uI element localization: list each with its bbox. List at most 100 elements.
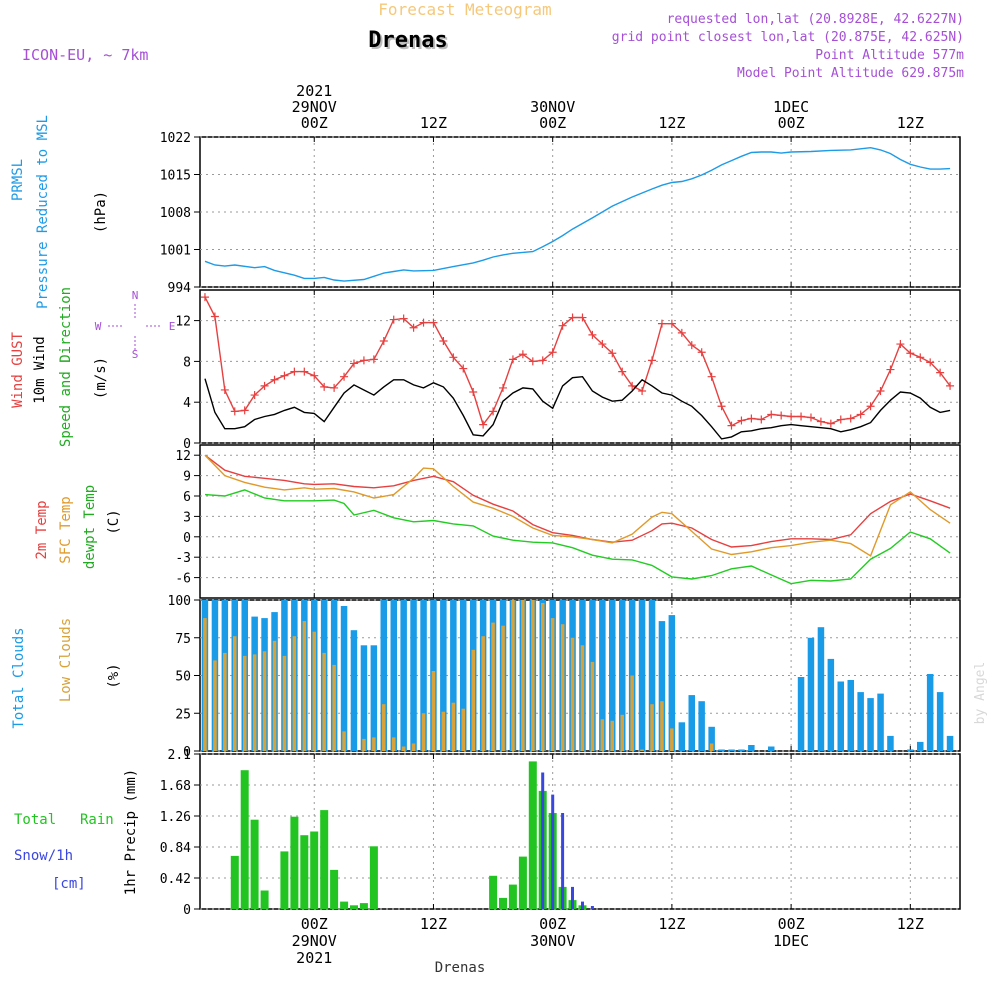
clouds-units: (%)	[106, 663, 122, 688]
bar-total-clouds	[926, 674, 934, 751]
bar-total-clouds	[867, 698, 874, 751]
gust-point-marker	[538, 356, 547, 365]
bar-total-clouds	[370, 645, 378, 751]
bar-total-clouds	[817, 627, 825, 751]
gust-point-marker	[797, 412, 806, 421]
gust-point-marker	[210, 312, 219, 321]
gust-point-marker	[528, 357, 537, 366]
bar-total-clouds	[807, 637, 815, 752]
bar-total-clouds	[450, 600, 457, 751]
gust-point-marker	[369, 355, 378, 364]
bar-low-clouds	[640, 749, 644, 751]
location-shadow: Drenas	[370, 30, 449, 55]
top-time-label: 00Z	[778, 114, 805, 132]
time-axis-label: 29NOV	[292, 932, 337, 950]
bar-low-clouds	[252, 654, 257, 751]
bar-low-clouds	[392, 737, 396, 751]
bar-low-clouds	[382, 704, 386, 751]
gust-point-marker	[608, 349, 617, 358]
pressure-legend-1: PRMSL	[10, 159, 26, 201]
y-tick-label: 25	[175, 707, 191, 722]
y-tick-label: 1001	[160, 244, 191, 259]
temperature-frame	[199, 444, 961, 599]
precip-total-legend: Total	[14, 812, 56, 828]
wind-gust-legend: Wind GUST	[10, 332, 26, 408]
gust-point-marker	[886, 365, 895, 374]
y-tick-label: 1.26	[160, 810, 191, 825]
time-axis-label: 00Z	[301, 915, 328, 933]
y-tick-label: 0.42	[160, 872, 191, 887]
clouds-panel: 0 25 50 75 100 Total Clouds Low Clouds (%)	[11, 594, 961, 760]
bar-low-clouds	[262, 651, 267, 751]
bar-low-clouds	[620, 714, 624, 751]
y-tick-label: 0	[183, 745, 191, 760]
bar-rain	[300, 835, 309, 909]
gust-point-marker	[667, 319, 676, 328]
bar-total-clouds	[420, 600, 427, 751]
temperature-panel: -6 -3 0 3 6 9 12 2m Temp SFC Temp dewpt Temp (…	[34, 444, 961, 599]
y-tick-label: 0	[183, 903, 191, 918]
bar-low-clouds	[342, 731, 346, 751]
wind-panel: 0 4 8 12 Wind GUST 10m Wind Speed and Direc…	[10, 287, 961, 452]
model-label: ICON-EU, ~ 7km	[22, 46, 148, 64]
gust-point-marker	[906, 349, 915, 358]
gust-point-marker	[936, 368, 945, 377]
series-line-10m-wind	[204, 375, 951, 440]
bar-total-clouds	[619, 600, 626, 751]
bar-low-clouds	[570, 637, 575, 752]
pressure-units: (hPa)	[93, 191, 109, 233]
gust-point-marker	[777, 411, 786, 420]
top-time-label: 30NOV	[530, 98, 575, 116]
time-axis-label: 12Z	[658, 915, 685, 933]
gust-point-marker	[856, 410, 865, 419]
bar-low-clouds	[590, 661, 595, 751]
gust-point-marker	[310, 371, 319, 380]
bar-rain	[340, 901, 349, 909]
gust-point-marker	[399, 314, 408, 323]
bar-low-clouds	[421, 713, 426, 752]
bar-total-clouds	[678, 722, 686, 751]
wind-10m-legend: 10m Wind	[32, 336, 48, 403]
gust-point-marker	[499, 383, 508, 392]
gust-point-marker	[747, 414, 756, 423]
gust-point-marker	[697, 348, 706, 357]
bar-low-clouds	[521, 600, 525, 751]
y-tick-label: 75	[175, 632, 191, 647]
bar-low-clouds	[401, 746, 406, 751]
bar-total-clouds	[907, 749, 914, 751]
bar-rain	[528, 761, 537, 909]
gust-point-marker	[618, 367, 627, 376]
gust-point-marker	[489, 407, 498, 416]
bar-low-clouds	[709, 743, 714, 751]
y-tick-label: 994	[168, 281, 192, 296]
gust-point-marker	[290, 367, 299, 376]
bar-total-clouds	[748, 745, 755, 751]
gust-point-marker	[946, 381, 955, 390]
bar-total-clouds	[718, 749, 725, 751]
gust-point-marker	[260, 381, 269, 390]
bar-rain	[359, 903, 368, 909]
bar-rain	[518, 856, 527, 909]
gust-point-marker	[707, 372, 716, 381]
bar-low-clouds	[302, 621, 307, 751]
gust-point-marker	[806, 413, 815, 422]
gust-point-marker	[846, 414, 855, 423]
bar-total-clouds	[946, 735, 954, 751]
bar-low-clouds	[501, 625, 505, 751]
temperature-plot: -6 -3 0 3 6 9 12	[175, 445, 960, 598]
wind-plot: 0 4 8 12	[175, 290, 960, 452]
bar-snow-1h	[581, 901, 584, 909]
gust-point-marker	[896, 340, 905, 349]
wind-dir-legend: Speed and Direction	[58, 287, 74, 447]
point-altitude: Point Altitude 577m	[815, 48, 964, 63]
bar-total-clouds	[827, 658, 835, 751]
gust-point-marker	[717, 402, 726, 411]
gust-point-marker	[479, 420, 488, 429]
bar-low-clouds	[362, 738, 366, 751]
bar-total-clouds	[648, 600, 656, 751]
precip-panel: 00.420.841.261.682.1 Total Rain Snow/1h …	[14, 748, 961, 918]
bar-low-clouds	[531, 600, 535, 751]
bar-snow-1h	[541, 772, 545, 909]
precip-plot: 0 0.42 0.84 1.26 1.68 2.1	[160, 748, 960, 918]
bar-rain	[260, 890, 269, 909]
